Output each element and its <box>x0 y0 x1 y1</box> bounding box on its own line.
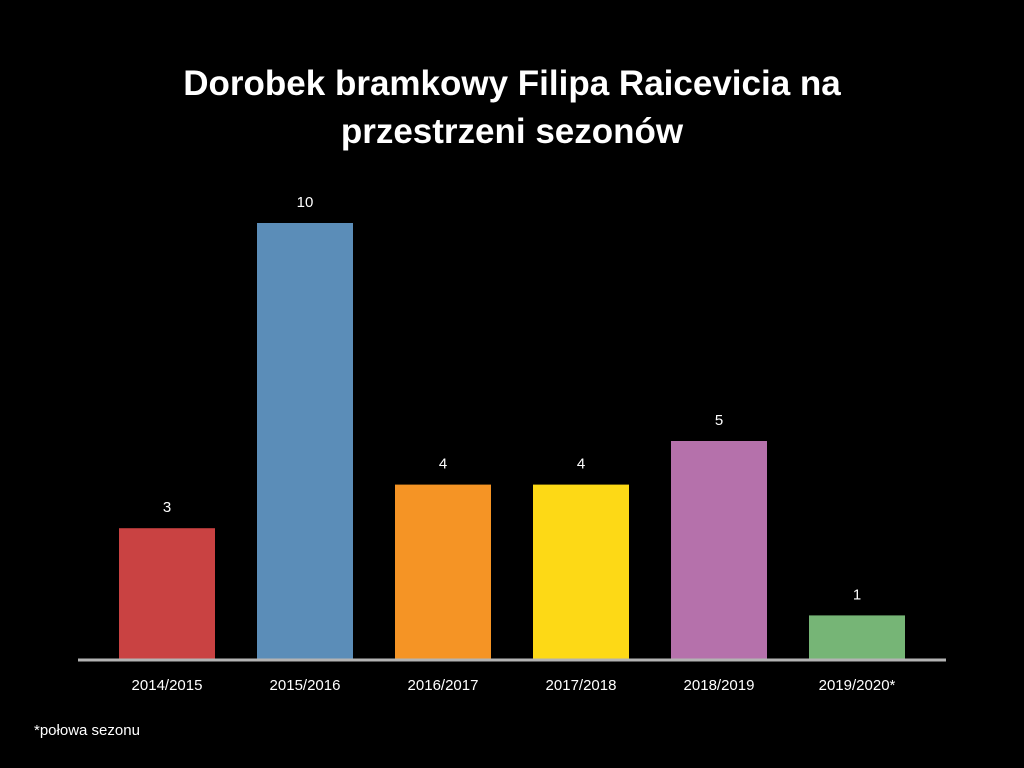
footnote: *połowa sezonu <box>34 722 140 739</box>
data-label: 3 <box>163 499 171 516</box>
data-label: 10 <box>297 194 314 211</box>
x-tick-label: 2014/2015 <box>132 677 203 694</box>
x-tick-label: 2017/2018 <box>546 677 617 694</box>
category-labels-group: 2014/2015 2015/2016 2016/2017 2017/2018 2018… <box>132 677 896 694</box>
bar-2018-2019 <box>671 441 767 659</box>
bars-group <box>119 223 905 659</box>
data-label: 5 <box>715 412 723 429</box>
x-tick-label: 2019/2020* <box>819 677 896 694</box>
bar-2015-2016 <box>257 223 353 659</box>
data-label: 4 <box>439 456 447 473</box>
chart-title: Dorobek bramkowy Filipa Raicevicia na pr… <box>183 64 841 151</box>
data-label: 1 <box>853 586 861 603</box>
bar-2016-2017 <box>395 484 491 659</box>
value-labels-group: 3 10 4 4 5 1 <box>163 194 861 603</box>
bar-2014-2015 <box>119 528 215 659</box>
bar-2019-2020 <box>809 615 905 659</box>
bar-2017-2018 <box>533 484 629 659</box>
data-label: 4 <box>577 456 585 473</box>
x-tick-label: 2018/2019 <box>684 677 755 694</box>
x-tick-label: 2015/2016 <box>270 677 341 694</box>
x-tick-label: 2016/2017 <box>408 677 479 694</box>
